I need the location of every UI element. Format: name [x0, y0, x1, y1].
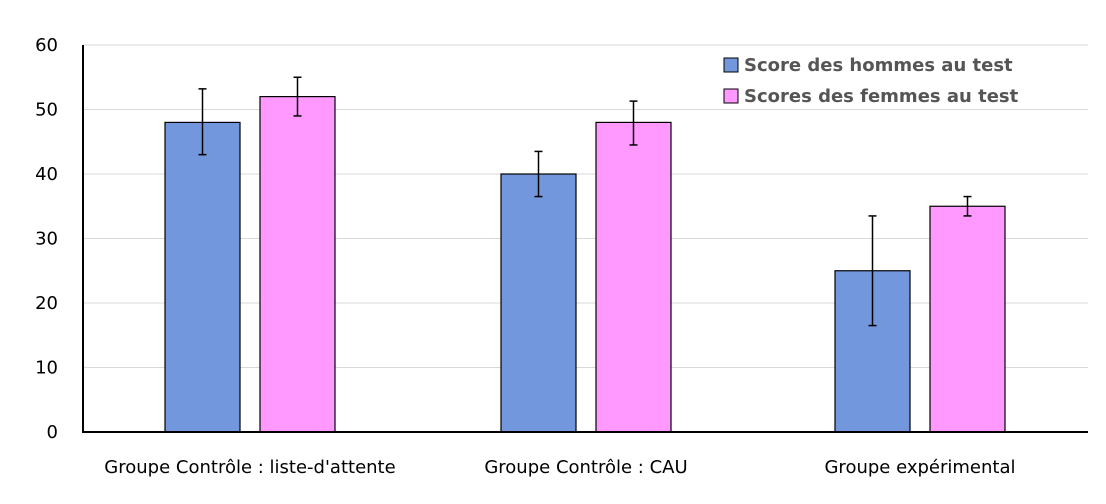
bar	[595, 121, 672, 433]
x-category-label: Groupe Contrôle : CAU	[484, 457, 687, 478]
y-tick-labels: 0 10 20 30 40 50 60	[35, 35, 58, 443]
y-tick-label: 50	[35, 100, 58, 121]
y-tick-label: 0	[47, 422, 58, 443]
legend: Score des hommes au test Scores des femme…	[723, 55, 1019, 107]
axes	[82, 45, 1088, 433]
bars	[164, 95, 1006, 433]
legend-label: Score des hommes au test	[744, 55, 1013, 76]
legend-label: Scores des femmes au test	[744, 86, 1019, 107]
bar	[164, 121, 241, 433]
gridlines	[83, 44, 1088, 368]
y-tick-label: 40	[35, 164, 58, 185]
error-bars	[198, 76, 972, 327]
y-tick-label: 60	[35, 35, 58, 56]
y-tick-label: 10	[35, 358, 58, 379]
bar	[929, 205, 1006, 433]
y-tick-label: 30	[35, 229, 58, 250]
x-category-labels: Groupe Contrôle : liste-d'attente Groupe …	[104, 457, 1015, 478]
y-tick-label: 20	[35, 293, 58, 314]
legend-swatch	[723, 57, 739, 73]
legend-swatch	[723, 88, 739, 104]
x-category-label: Groupe Contrôle : liste-d'attente	[104, 457, 395, 478]
bar	[500, 173, 577, 433]
bar	[259, 95, 336, 433]
x-category-label: Groupe expérimental	[824, 457, 1015, 478]
